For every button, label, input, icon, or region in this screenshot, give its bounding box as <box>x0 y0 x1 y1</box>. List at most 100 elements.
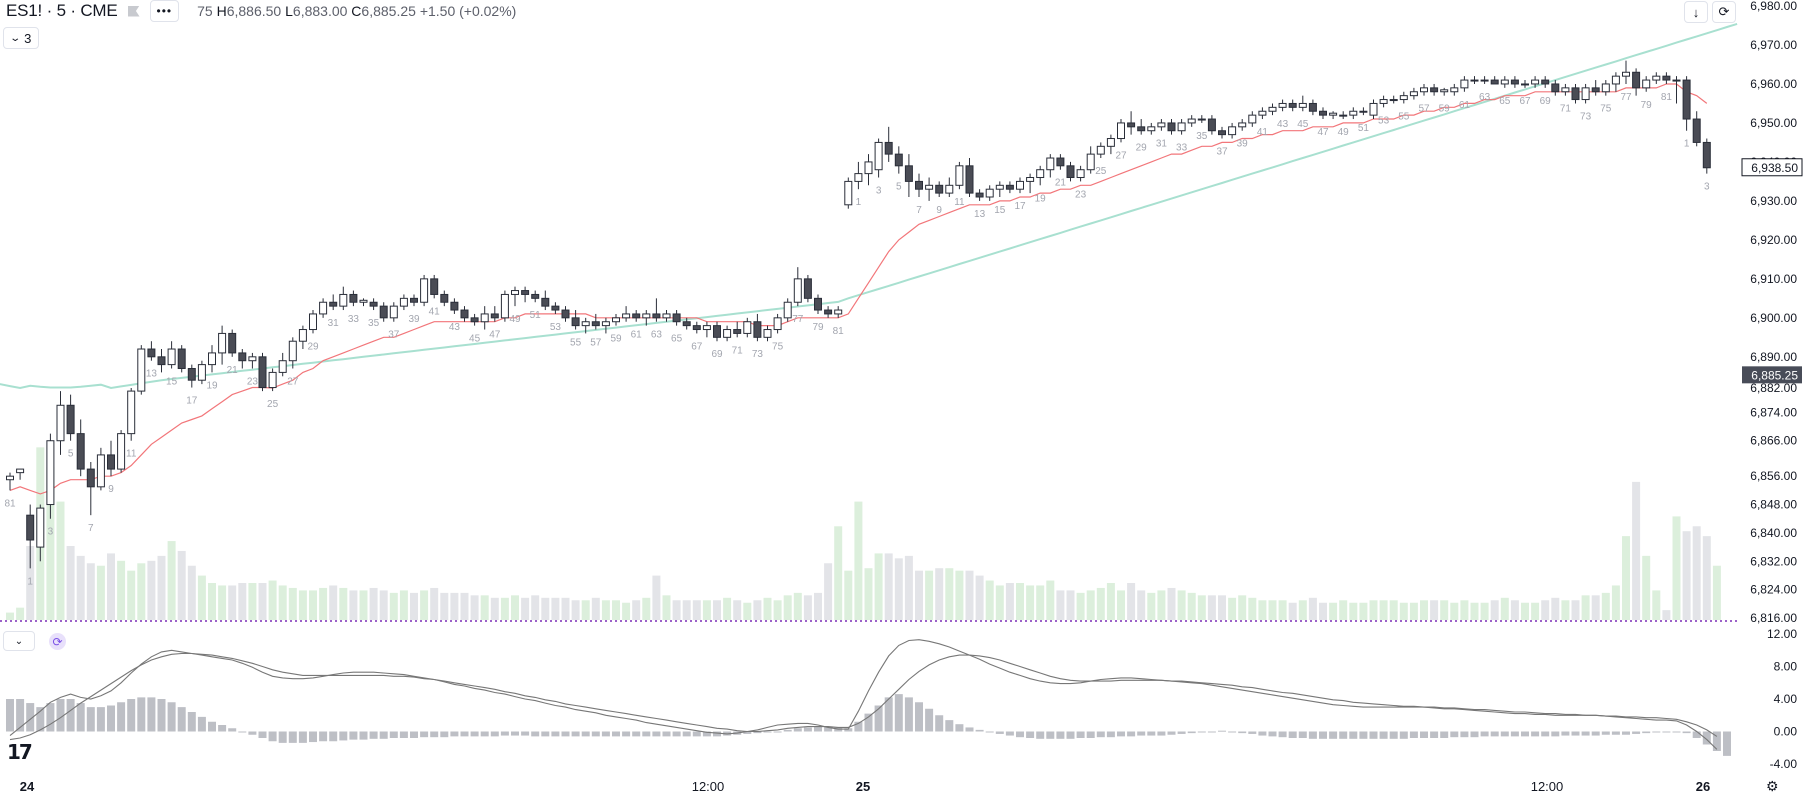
candle-body <box>1177 122 1186 132</box>
macd-histogram-bar <box>137 697 146 732</box>
bar-count-label: 31 <box>328 318 340 329</box>
candle-body <box>298 329 307 342</box>
gear-icon[interactable]: ⚙ <box>1766 778 1779 794</box>
macd-histogram-bar <box>561 731 570 737</box>
bar-count-label: 45 <box>469 334 481 345</box>
close-label: C <box>351 3 362 19</box>
macd-histogram-bar <box>177 707 186 732</box>
volume-bar <box>793 592 802 620</box>
candle-body <box>1248 114 1257 124</box>
volume-bar <box>642 597 651 620</box>
volume-bar <box>1319 602 1327 620</box>
candle-body <box>76 433 85 470</box>
macd-histogram-bar <box>1036 731 1045 739</box>
macd-histogram-bar <box>500 731 509 736</box>
bar-count-label: 69 <box>711 349 723 360</box>
macd-histogram-bar <box>1016 731 1024 738</box>
candle-body <box>612 317 620 323</box>
volume-bar <box>1005 583 1014 620</box>
candle-body <box>1066 165 1075 179</box>
macd-histogram-bar <box>581 731 590 737</box>
bar-count-label: 63 <box>1479 92 1491 103</box>
candle-body <box>1106 138 1115 147</box>
macd-histogram-bar <box>430 731 439 738</box>
macd-histogram-bar <box>420 731 429 738</box>
volume-bar <box>1187 592 1196 620</box>
volume-bar <box>521 597 530 620</box>
candle-body <box>1086 153 1095 171</box>
candle-body <box>319 301 328 315</box>
volume-bar <box>208 583 216 620</box>
macd-histogram-bar <box>995 731 1004 734</box>
macd-histogram-bar <box>319 731 328 742</box>
ellipsis-icon[interactable]: ••• <box>149 0 180 22</box>
candle-body <box>511 290 519 295</box>
volume-bar <box>561 597 570 620</box>
volume-bar <box>1591 595 1600 620</box>
volume-bar <box>844 570 853 620</box>
volume-bar <box>1470 602 1479 620</box>
candle-body <box>1662 75 1671 81</box>
macd-histogram-bar <box>470 731 479 737</box>
volume-bar <box>904 555 913 620</box>
oscillator-toggle-button[interactable]: ⌄ <box>3 631 35 651</box>
macd-histogram-bar <box>349 731 358 740</box>
macd-histogram-bar <box>76 703 85 732</box>
volume-bar <box>359 590 368 620</box>
candle-body <box>723 329 732 338</box>
bar-count-label: 75 <box>772 341 784 352</box>
macd-histogram-bar <box>1662 731 1671 733</box>
tradingview-logo[interactable]: 17 <box>7 740 33 764</box>
bar-count-label: 37 <box>388 330 400 341</box>
volume-bar <box>1268 600 1277 620</box>
symbol-box[interactable]: ES1! · 5 · CME ••• <box>0 0 188 22</box>
symbol-title[interactable]: ES1! · 5 · CME <box>6 1 118 20</box>
candle-body <box>1359 110 1368 113</box>
candle-body <box>440 293 449 303</box>
indicators-toggle-button[interactable]: ⌄ 3 <box>3 27 39 49</box>
candle-body <box>399 297 408 307</box>
macd-histogram-bar <box>1329 731 1338 739</box>
bar-count-label: 5 <box>896 182 902 193</box>
volume-bar <box>480 595 489 620</box>
volume-bar <box>1389 600 1398 620</box>
candle-body <box>86 468 95 488</box>
close-value: 6,885.25 <box>361 3 416 19</box>
macd-histogram-bar <box>1490 731 1499 737</box>
flag-icon[interactable] <box>127 5 140 17</box>
macd-histogram-bar <box>1278 731 1287 738</box>
volume-bar <box>1541 600 1550 620</box>
candle-body <box>1470 79 1479 82</box>
candle-body <box>1349 110 1358 116</box>
macd-line <box>9 639 1718 750</box>
bar-count-label: 19 <box>1035 193 1047 204</box>
volume-bar <box>1450 602 1459 620</box>
candle-body <box>1531 79 1540 85</box>
volume-bar <box>1278 600 1287 620</box>
volume-bar <box>228 585 237 620</box>
candle-body <box>1622 71 1630 77</box>
macd-histogram-bar <box>1319 731 1327 739</box>
bar-count-label: 51 <box>1358 123 1370 134</box>
candle-body <box>1521 83 1529 86</box>
volume-bar <box>1106 583 1115 620</box>
macd-histogram-bar <box>1712 731 1721 751</box>
volume-bar <box>551 597 560 620</box>
sync-icon[interactable]: ⟳ <box>49 633 66 650</box>
volume-bar <box>1167 587 1176 620</box>
volume-bar <box>682 600 691 620</box>
candle-body <box>743 321 752 334</box>
bar-count-label: 57 <box>590 338 602 349</box>
download-icon[interactable]: ↓ <box>1684 1 1708 23</box>
volume-bar <box>783 595 792 620</box>
bar-count-label: 11 <box>954 197 965 208</box>
macd-histogram-bar <box>702 731 711 737</box>
refresh-icon[interactable]: ⟳ <box>1712 1 1736 23</box>
bar-count-label: 59 <box>610 334 622 345</box>
macd-histogram-bar <box>682 731 691 737</box>
volume-bar <box>824 563 833 620</box>
candle-body <box>1682 79 1691 120</box>
candle-body <box>1561 87 1570 93</box>
volume-bar <box>1662 610 1671 620</box>
